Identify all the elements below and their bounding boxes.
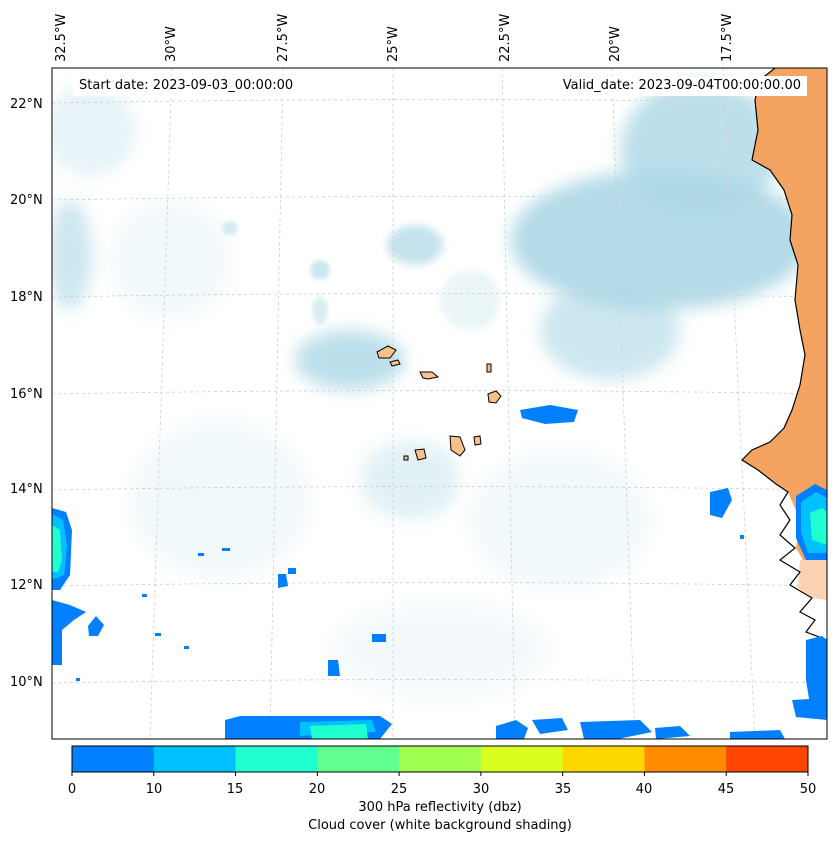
africa-land-south [798,560,827,600]
colorbar-segment [480,746,564,772]
valid-date-label: Valid_date: 2023-09-04T00:00:00.00 [556,76,807,96]
lon-label-20w: 20°W [608,26,623,62]
colorbar [71,745,809,776]
colorbar-tick-label: 0 [67,782,77,797]
lat-label-16n: 16°N [10,387,43,402]
colorbar-segment [399,746,482,772]
colorbar-label-primary: 300 hPa reflectivity (dbz) [358,800,522,815]
colorbar-tick-label: 40 [635,782,653,797]
coastline [741,68,827,641]
colorbar-segment [72,746,155,772]
reflectivity-layer [52,405,827,739]
colorbar-segment [644,746,727,772]
lat-label-10n: 10°N [10,675,43,690]
colorbar-tick-label: 30 [472,782,490,797]
lon-label-25w: 25°W [386,26,401,62]
colorbar-tick-label: 45 [717,782,735,797]
lon-label-32-5w: 32.5°W [54,13,69,62]
lon-label-22-5w: 22.5°W [498,13,513,62]
colorbar-segment [235,746,318,772]
colorbar-tick-label: 20 [308,782,326,797]
lat-label-20n: 20°N [10,193,43,208]
lon-label-30w: 30°W [164,26,179,62]
colorbar-segment [153,746,237,772]
colorbar-tick-label: 35 [554,782,572,797]
colorbar-tick-label: 25 [390,782,408,797]
cloud-cover-layer [52,80,810,700]
map-frame [51,67,828,740]
cape-verde-islands [376,345,502,461]
colorbar-tick-label: 10 [145,782,163,797]
lat-label-12n: 12°N [10,578,43,593]
lat-label-18n: 18°N [10,290,43,305]
colorbar-tick-label: 15 [226,782,244,797]
start-date-label: Start date: 2023-09-03_00:00:00 [73,76,300,96]
colorbar-label-secondary: Cloud cover (white background shading) [308,818,572,833]
map-gridlines [52,68,827,739]
colorbar-segment [317,746,400,772]
lon-label-27-5w: 27.5°W [276,13,291,62]
colorbar-segment [562,746,645,772]
lat-label-14n: 14°N [10,482,43,497]
lon-label-17-5w: 17.5°W [720,13,735,62]
colorbar-segment [726,746,809,772]
colorbar-tick-label: 50 [799,782,817,797]
lat-label-22n: 22°N [10,97,43,112]
africa-land [742,68,827,572]
